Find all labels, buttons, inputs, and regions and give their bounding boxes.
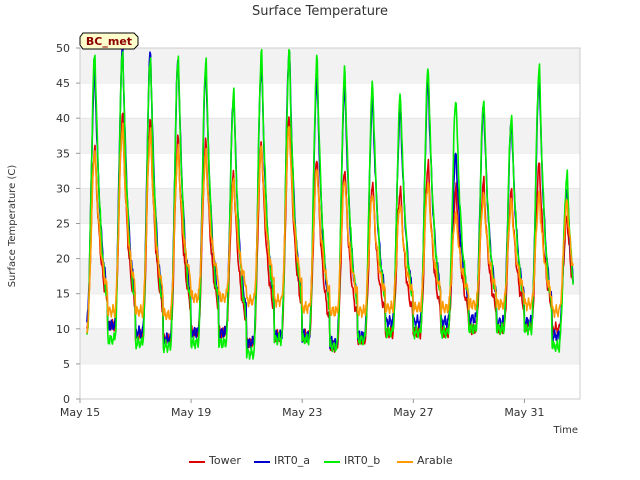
y-tick-label: 5: [63, 358, 70, 371]
y-tick-label: 15: [56, 288, 70, 301]
legend-label-arable: Arable: [417, 454, 453, 467]
y-tick-label: 25: [56, 218, 70, 231]
grid-band: [80, 118, 580, 154]
site-badge: BC_met: [79, 32, 139, 50]
series-lines: [86, 47, 574, 360]
site-badge-label: BC_met: [86, 35, 132, 48]
chart-title: Surface Temperature: [252, 4, 388, 19]
y-tick-label: 10: [56, 323, 70, 336]
x-tick-label: May 31: [504, 406, 544, 419]
legend-label-irt0-b: IRT0_b: [344, 454, 380, 467]
x-tick-label: May 27: [393, 406, 433, 419]
legend-label-tower: Tower: [208, 454, 241, 467]
x-axis-label: Time: [553, 425, 578, 436]
background-bands: [80, 47, 580, 365]
y-tick-label: 45: [56, 77, 70, 90]
grid-band: [80, 48, 580, 84]
x-tick-label: May 23: [282, 406, 322, 419]
y-tick-label: 20: [56, 253, 70, 266]
x-axis: May 15 May 19 May 23 May 27 May 31: [60, 399, 545, 419]
series-line-irt0-b: [86, 48, 574, 360]
y-axis-label: Surface Temperature (C): [7, 165, 18, 288]
y-tick-label: 50: [56, 42, 70, 55]
series-line-arable: [86, 122, 574, 334]
legend-label-irt0-a: IRT0_a: [274, 454, 310, 467]
y-tick-label: 30: [56, 182, 70, 195]
y-tick-label: 35: [56, 147, 70, 160]
y-tick-label: 40: [56, 112, 70, 125]
grid-band: [80, 188, 580, 224]
legend: Tower IRT0_a IRT0_b Arable: [189, 454, 453, 467]
x-tick-label: May 15: [60, 406, 100, 419]
y-axis: 0 5 10 15 20 25 30 35 40 45 50: [56, 42, 80, 406]
x-tick-label: May 19: [171, 406, 211, 419]
y-tick-label: 0: [63, 393, 70, 406]
